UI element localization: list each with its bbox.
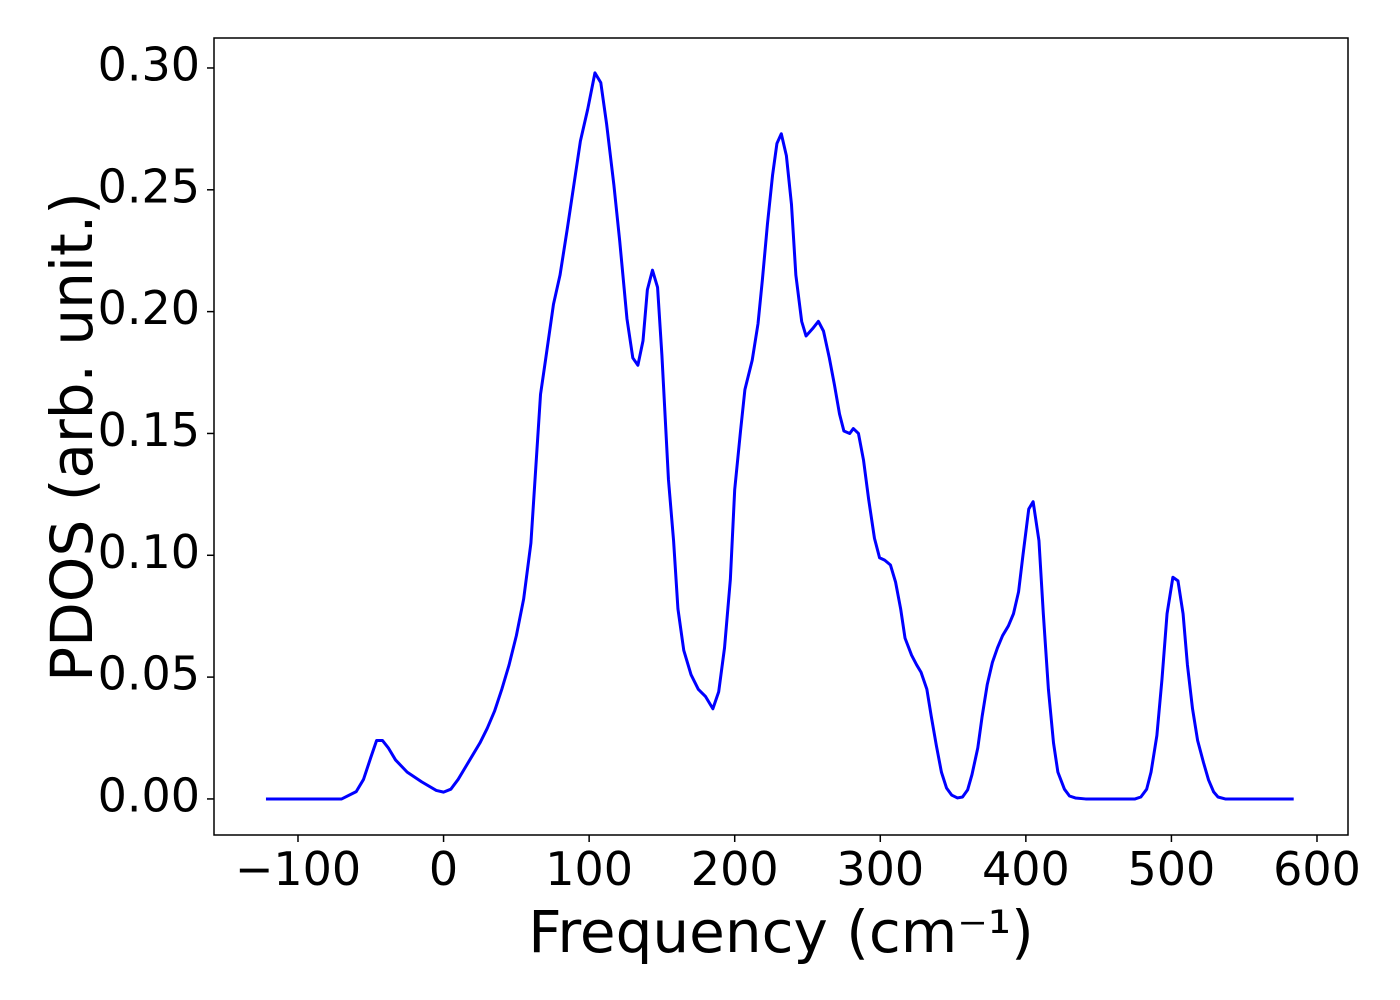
y-tick-label: 0.30: [98, 37, 200, 91]
x-tick-label: 400: [982, 842, 1070, 896]
x-tick-label: 200: [691, 842, 779, 896]
y-tick-label: 0.10: [98, 525, 200, 579]
plot-frame: [213, 37, 1349, 836]
x-tick-label: 300: [836, 842, 924, 896]
x-tick-label: −100: [235, 842, 361, 896]
y-tick-label: 0.20: [98, 281, 200, 335]
x-tick-label: 0: [429, 842, 458, 896]
x-tick-label: 600: [1273, 842, 1361, 896]
x-axis-label: Frequency (cm⁻¹): [528, 898, 1034, 966]
y-tick-label: 0.15: [98, 403, 200, 457]
y-tick-label: 0.00: [98, 768, 200, 822]
y-axis-label: PDOS (arb. unit.): [38, 192, 106, 682]
x-tick-label: 500: [1128, 842, 1216, 896]
y-tick-label: 0.25: [98, 159, 200, 213]
y-tick-label: 0.05: [98, 647, 200, 701]
data-line: [265, 71, 1294, 801]
x-tick-label: 100: [545, 842, 633, 896]
